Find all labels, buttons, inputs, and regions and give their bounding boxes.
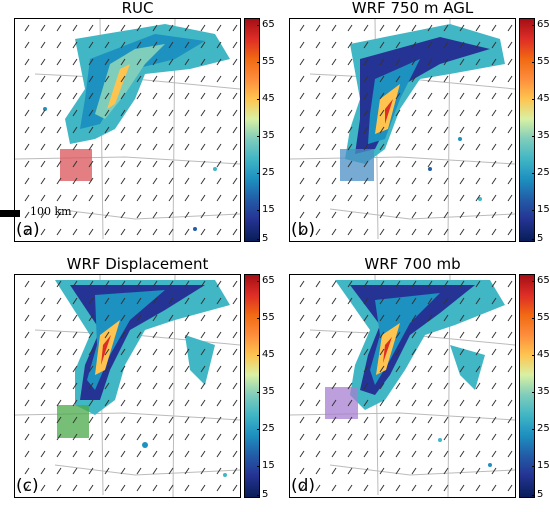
panel-label: (c) [16, 476, 39, 496]
colorbar-tick: 5 [531, 233, 544, 244]
colorbar-tick: 65 [257, 275, 275, 286]
colorbar-tick: 65 [532, 275, 550, 286]
colorbar [244, 274, 260, 498]
panel-b: WRF 750 m AGL (b) 65 55 45 35 25 15 5 [275, 0, 550, 256]
wind-barbs [24, 280, 238, 492]
colorbar [519, 18, 535, 242]
domain-box [60, 149, 92, 181]
colorbar-tick: 15 [257, 460, 275, 471]
colorbar-tick: 15 [532, 204, 550, 215]
radar-map-svg [290, 275, 515, 497]
domain-box [340, 149, 374, 181]
panel-label: (d) [291, 476, 316, 496]
radar-map-svg [15, 275, 240, 497]
colorbar-tick: 5 [256, 233, 269, 244]
scale-label: 100 km [30, 205, 72, 218]
colorbar-tick: 45 [257, 93, 275, 104]
scale-bar [0, 210, 20, 217]
colorbar-tick: 5 [531, 489, 544, 500]
panel-a: RUC 100 km (a) 65 55 45 35 25 15 5 [0, 0, 275, 256]
colorbar-tick: 5 [256, 489, 269, 500]
colorbar-tick: 65 [532, 19, 550, 30]
panel-title: WRF 700 mb [364, 255, 461, 273]
domain-box [57, 405, 89, 438]
colorbar-tick: 25 [532, 423, 550, 434]
wind-barbs [299, 24, 513, 236]
colorbar-tick: 55 [532, 56, 550, 67]
colorbar-tick: 45 [257, 349, 275, 360]
colorbar-tick: 35 [532, 130, 550, 141]
panel-title: RUC [121, 0, 154, 17]
colorbar-tick: 45 [532, 349, 550, 360]
reflectivity-echo [55, 280, 230, 477]
colorbar-tick: 65 [257, 19, 275, 30]
colorbar-tick: 35 [257, 386, 275, 397]
radar-map [14, 274, 241, 498]
colorbar [519, 274, 535, 498]
colorbar-tick: 25 [532, 167, 550, 178]
radar-map-svg [290, 19, 515, 241]
colorbar-tick: 15 [257, 204, 275, 215]
colorbar-tick: 15 [532, 460, 550, 471]
colorbar-tick: 55 [257, 312, 275, 323]
panel-label: (a) [16, 220, 40, 240]
radar-map [289, 274, 516, 498]
colorbar-tick: 35 [257, 130, 275, 141]
colorbar-tick: 25 [257, 167, 275, 178]
colorbar-tick: 55 [532, 312, 550, 323]
radar-map [14, 18, 241, 242]
colorbar-tick: 25 [257, 423, 275, 434]
wind-barbs [24, 24, 238, 236]
panel-title: WRF Displacement [66, 255, 209, 273]
reflectivity-echo [335, 280, 505, 467]
radar-map-svg [15, 19, 240, 241]
panel-label: (b) [291, 220, 316, 240]
domain-box [325, 387, 358, 419]
panel-title: WRF 750 m AGL [351, 0, 474, 17]
radar-map [289, 18, 516, 242]
colorbar-tick: 55 [257, 56, 275, 67]
colorbar [244, 18, 260, 242]
colorbar-tick: 45 [532, 93, 550, 104]
panel-c: WRF Displacement (c) 65 55 45 35 25 15 5 [0, 255, 275, 512]
colorbar-tick: 35 [532, 386, 550, 397]
panel-d: WRF 700 mb (d) 65 55 45 35 25 15 5 [275, 255, 550, 512]
wind-barbs [299, 280, 513, 492]
